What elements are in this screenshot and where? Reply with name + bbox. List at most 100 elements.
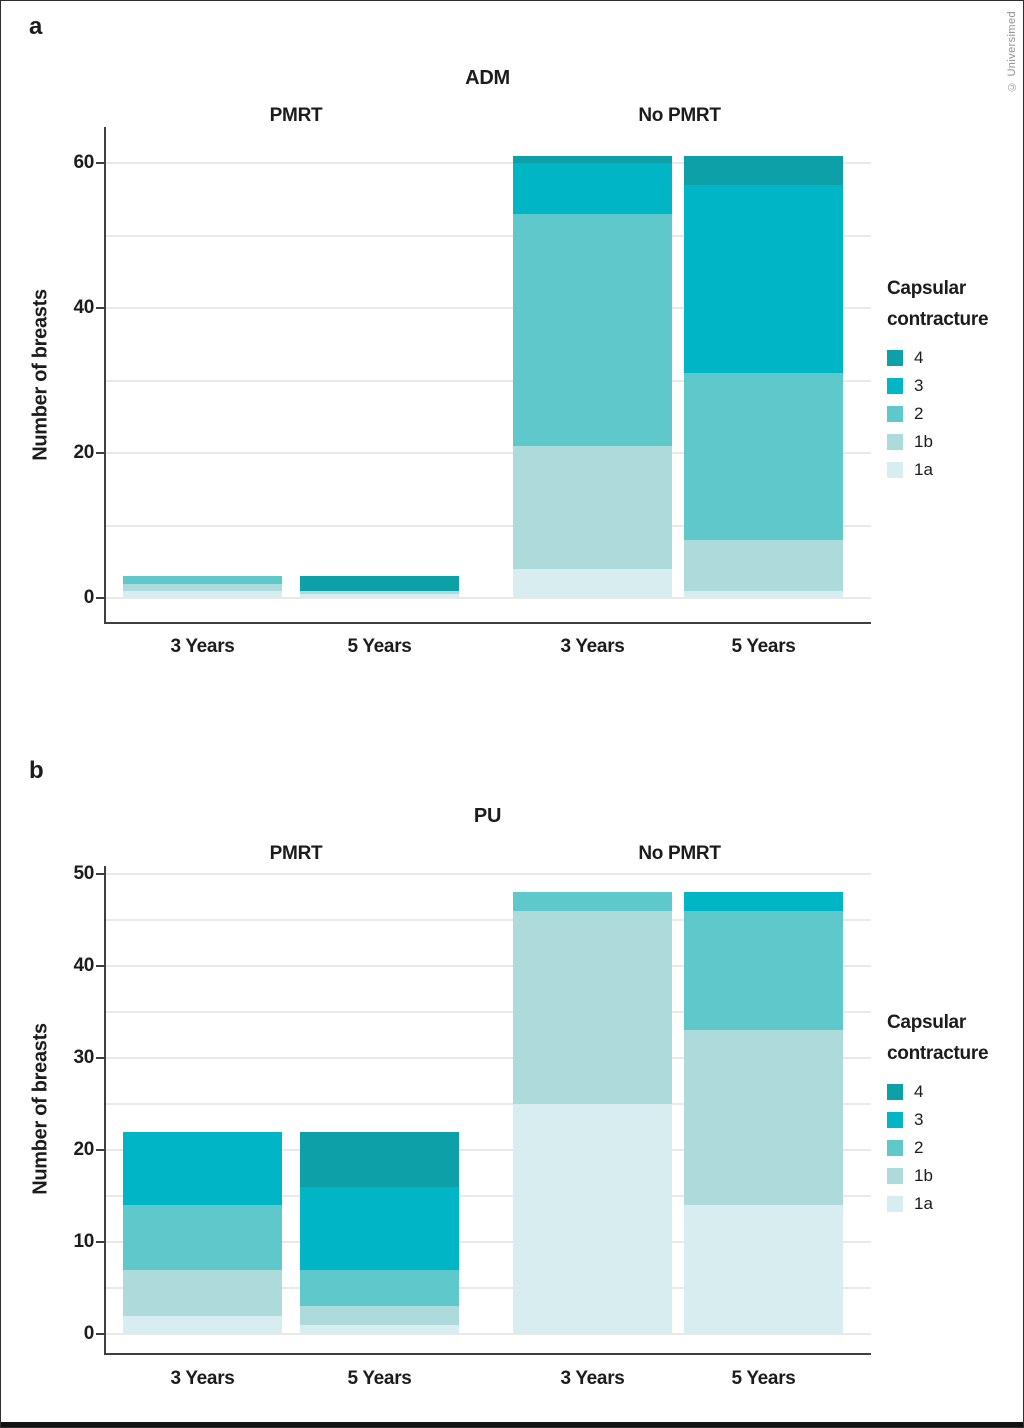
legend-item-1b: 1b	[887, 1162, 1019, 1190]
legend-title-line1: Capsular	[887, 1012, 966, 1033]
panel-b-facet-header-no-pmrt: No PMRT	[638, 843, 721, 864]
x-category-label: 5 Years	[731, 1368, 796, 1389]
bar-segment-1b	[300, 1306, 459, 1325]
panel-b-legend: Capsular contracture 4 3 2 1b 1a	[887, 1007, 1019, 1218]
gridline	[104, 1011, 871, 1013]
y-tick-label: 10	[73, 1231, 94, 1252]
gridline	[104, 307, 871, 309]
legend-item-label: 1b	[914, 1166, 933, 1185]
gridline	[104, 873, 871, 875]
legend-item-4: 4	[887, 1078, 1019, 1106]
legend-items: 4 3 2 1b 1a	[887, 1078, 1019, 1218]
legend-item-label: 2	[914, 404, 924, 423]
bar-segment-1a	[513, 569, 672, 598]
panel-b-facet-header-pmrt: PMRT	[269, 843, 323, 864]
x-category-label: 3 Years	[170, 636, 235, 657]
y-axis-tick	[96, 1241, 104, 1243]
x-category-label: 5 Years	[347, 1368, 412, 1389]
copyright-text: © Universimed	[1006, 11, 1018, 93]
bar-segment-3	[684, 892, 843, 911]
gridline	[104, 1287, 871, 1289]
legend-item-3: 3	[887, 372, 1019, 400]
legend-swatch-3	[887, 1112, 903, 1128]
gridline	[104, 965, 871, 967]
x-axis-line	[104, 1353, 871, 1355]
gridline	[104, 524, 871, 527]
bar-segment-1b	[513, 910, 672, 1104]
y-tick-label: 40	[73, 297, 94, 318]
gridline	[104, 234, 871, 237]
bar-segment-1a	[684, 1205, 843, 1334]
bar-segment-3	[123, 1131, 282, 1206]
legend-item-4: 4	[887, 344, 1019, 372]
bar-segment-1b	[300, 590, 459, 595]
legend-item-1b: 1b	[887, 428, 1019, 456]
legend-swatch-1b	[887, 434, 903, 450]
bar-segment-4	[684, 155, 843, 185]
y-axis-tick	[96, 873, 104, 875]
bar-segment-2	[123, 576, 282, 584]
y-axis-line	[104, 866, 106, 1355]
y-tick-label: 20	[73, 1139, 94, 1160]
y-axis-tick	[96, 965, 104, 967]
x-axis-line	[104, 622, 871, 624]
gridline	[104, 1149, 871, 1151]
gridline	[104, 1195, 871, 1197]
bar-segment-1b	[684, 540, 843, 591]
gridline	[104, 1057, 871, 1059]
legend-swatch-2	[887, 1140, 903, 1156]
panel-a-title: ADM	[465, 67, 510, 89]
legend-item-label: 3	[914, 376, 924, 395]
legend-item-label: 1a	[914, 460, 933, 479]
y-axis-tick	[96, 162, 104, 164]
bar-segment-1b	[123, 583, 282, 591]
gridline	[104, 452, 871, 454]
y-axis-tick	[96, 597, 104, 599]
gridline	[104, 1103, 871, 1105]
x-category-label: 3 Years	[560, 636, 625, 657]
x-category-label: 5 Years	[731, 636, 796, 657]
y-axis-tick	[96, 307, 104, 309]
y-axis-tick	[96, 1149, 104, 1151]
y-tick-label: 50	[73, 863, 94, 884]
bar-segment-4	[300, 1131, 459, 1187]
gridline	[104, 162, 871, 164]
bar-segment-4	[513, 155, 672, 163]
bar-segment-1a	[123, 1315, 282, 1334]
legend-item-label: 4	[914, 1082, 924, 1101]
bar-segment-2	[300, 1269, 459, 1307]
y-axis-tick	[96, 452, 104, 454]
gridline	[104, 379, 871, 382]
bar-segment-1b	[684, 1030, 843, 1206]
panel-a-facet-header-no-pmrt: No PMRT	[638, 105, 721, 126]
bar-segment-1b	[513, 445, 672, 569]
legend-item-2: 2	[887, 400, 1019, 428]
legend-item-label: 3	[914, 1110, 924, 1129]
x-category-label: 3 Years	[170, 1368, 235, 1389]
y-tick-label: 20	[73, 442, 94, 463]
bar-segment-3	[513, 163, 672, 214]
legend-swatch-3	[887, 378, 903, 394]
bar-segment-3	[684, 184, 843, 374]
bar-segment-1a	[684, 590, 843, 598]
bar-segment-2	[123, 1205, 282, 1270]
y-tick-label: 0	[83, 587, 95, 608]
x-category-label: 5 Years	[347, 636, 412, 657]
gridline	[104, 1333, 871, 1335]
panel-b-label: b	[29, 757, 44, 784]
bar-segment-1b	[123, 1269, 282, 1316]
legend-swatch-4	[887, 1084, 903, 1100]
bar-segment-4	[300, 576, 459, 591]
panel-b-title: PU	[473, 805, 502, 827]
legend-item-label: 4	[914, 348, 924, 367]
y-tick-label: 30	[73, 1047, 94, 1068]
legend-swatch-1a	[887, 1196, 903, 1212]
gridline	[104, 919, 871, 921]
legend-swatch-4	[887, 350, 903, 366]
bottom-border-bar	[1, 1422, 1023, 1427]
legend-item-label: 1a	[914, 1194, 933, 1213]
y-tick-label: 40	[73, 955, 94, 976]
bar-segment-1a	[513, 1104, 672, 1334]
y-axis-tick	[96, 1333, 104, 1335]
